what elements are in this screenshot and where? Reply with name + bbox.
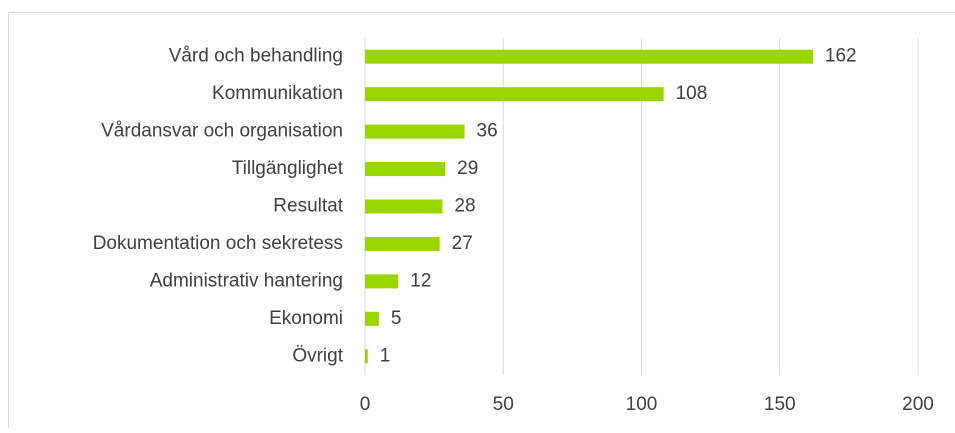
bar xyxy=(365,349,368,363)
data-label: 5 xyxy=(391,308,402,329)
x-tick-label: 100 xyxy=(626,394,658,415)
chart-border xyxy=(9,13,955,429)
y-tick-label: Kommunikation xyxy=(212,83,343,104)
y-tick-label: Administrativ hantering xyxy=(150,270,343,291)
bar xyxy=(365,274,398,288)
data-label: 29 xyxy=(457,158,478,179)
x-tick-label: 0 xyxy=(360,394,371,415)
x-tick-label: 200 xyxy=(902,394,934,415)
x-tick-label: 150 xyxy=(764,394,796,415)
y-tick-label: Tillgänglighet xyxy=(232,158,344,179)
bar xyxy=(365,125,465,139)
data-label: 36 xyxy=(477,121,498,142)
bar xyxy=(365,87,664,101)
y-tick-label: Resultat xyxy=(273,196,343,217)
data-label: 12 xyxy=(410,270,431,291)
x-tick-label: 50 xyxy=(493,394,514,415)
y-tick-label: Vårdansvar och organisation xyxy=(101,121,343,142)
y-tick-label: Dokumentation och sekretess xyxy=(93,233,343,254)
bar xyxy=(365,50,813,64)
bar xyxy=(365,237,440,251)
bar xyxy=(365,200,442,214)
y-tick-label: Ekonomi xyxy=(269,308,343,329)
bar xyxy=(365,162,445,176)
data-label: 27 xyxy=(452,233,473,254)
data-label: 108 xyxy=(676,83,708,104)
data-label: 1 xyxy=(380,345,391,366)
bar xyxy=(365,312,379,326)
data-label: 162 xyxy=(825,46,857,67)
data-label: 28 xyxy=(454,196,475,217)
y-tick-label: Vård och behandling xyxy=(169,46,343,67)
y-tick-label: Övrigt xyxy=(292,345,343,366)
